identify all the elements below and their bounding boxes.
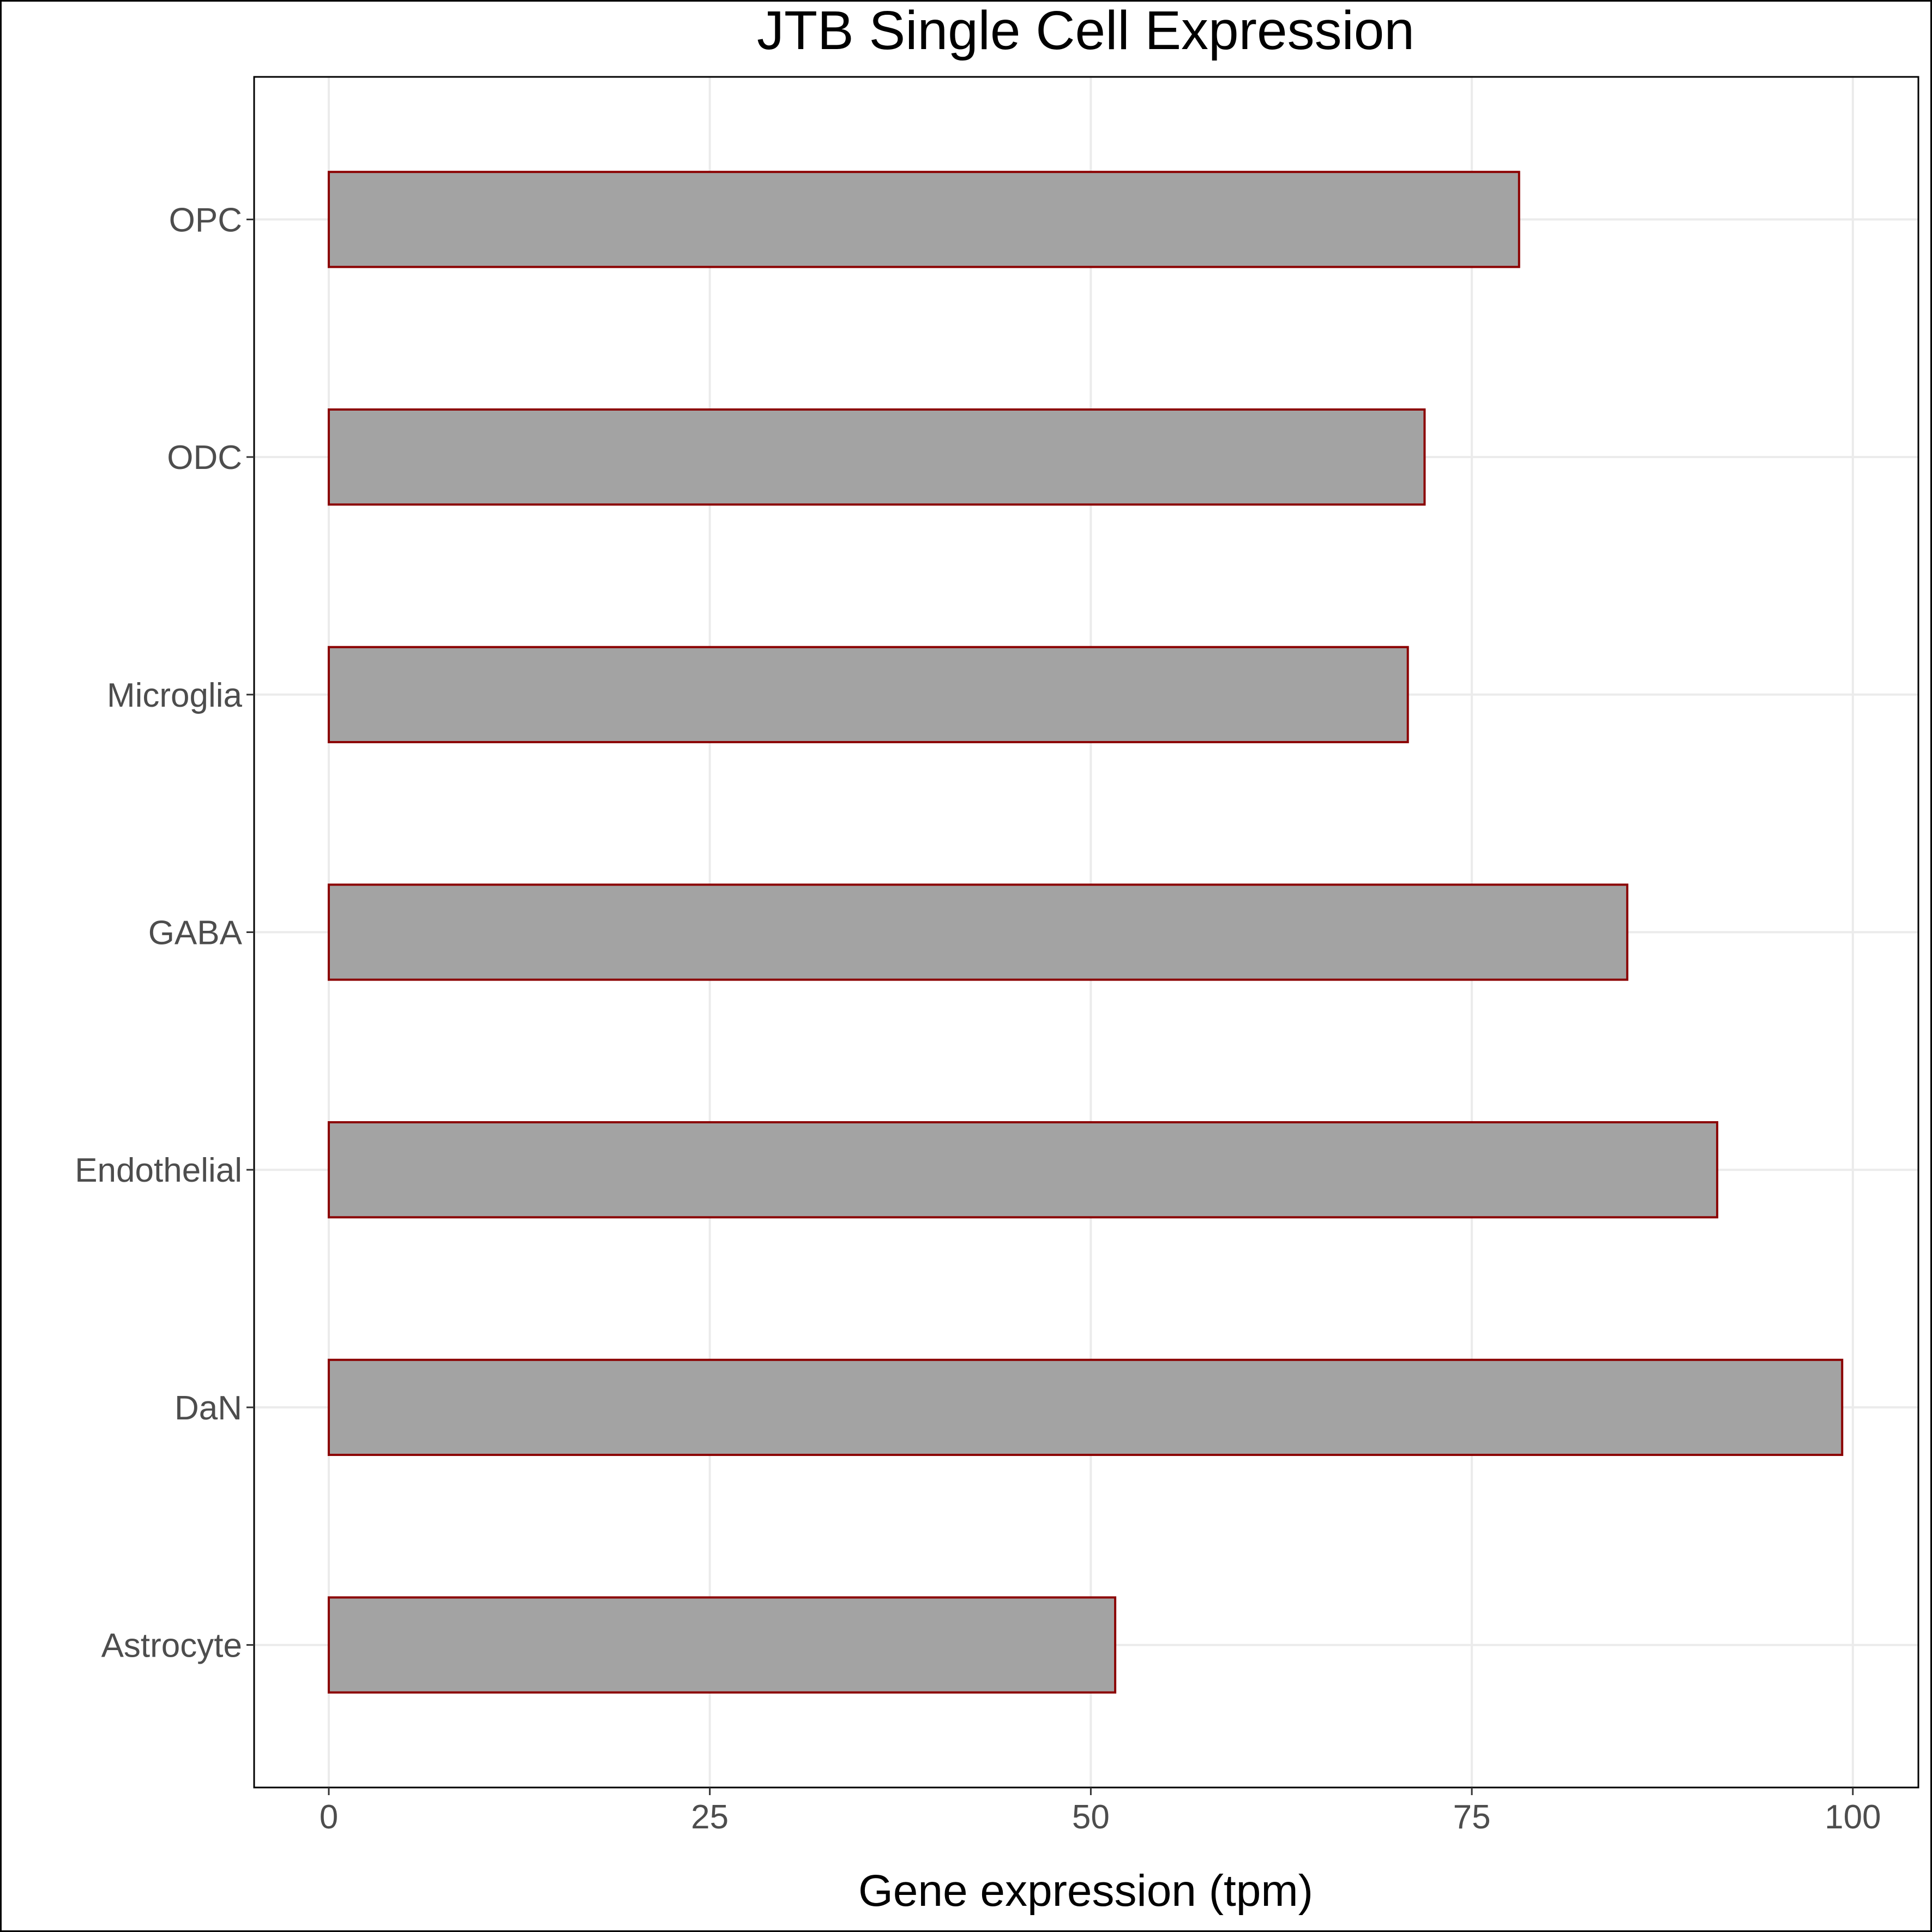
x-tick-label: 0 — [320, 1798, 338, 1836]
bars — [327, 171, 1844, 1694]
bar-microglia — [327, 646, 1409, 743]
y-tick-label: GABA — [148, 914, 243, 952]
x-tick-label: 100 — [1825, 1798, 1881, 1836]
y-axis-ticks: Astrocyte DaN Endothelial GABA Microglia ODC O… — [75, 201, 254, 1665]
y-tick-label: DaN — [174, 1389, 242, 1427]
y-tick-label: OPC — [169, 201, 242, 239]
x-tick-label: 75 — [1453, 1798, 1491, 1836]
x-axis-ticks: 0 25 50 75 100 — [320, 1787, 1881, 1836]
y-tick-label: Microglia — [107, 677, 243, 714]
y-tick-label: Astrocyte — [101, 1627, 242, 1665]
bar-endothelial — [327, 1121, 1719, 1219]
y-tick-label: ODC — [167, 439, 242, 477]
bar-astrocyte — [327, 1596, 1117, 1694]
x-tick-label: 50 — [1072, 1798, 1110, 1836]
bar-opc — [327, 171, 1520, 268]
bar-dan — [327, 1358, 1844, 1456]
bar-odc — [327, 408, 1426, 506]
y-tick-label: Endothelial — [75, 1152, 242, 1189]
chart-title: JTB Single Cell Expression — [757, 0, 1415, 61]
x-tick-label: 25 — [691, 1798, 729, 1836]
x-axis-label: Gene expression (tpm) — [858, 1866, 1313, 1916]
bar-gaba — [327, 883, 1629, 981]
